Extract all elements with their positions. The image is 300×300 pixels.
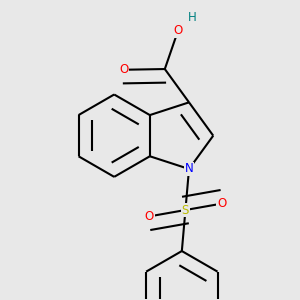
Text: H: H [188, 11, 197, 24]
Text: O: O [217, 197, 226, 210]
Text: O: O [119, 63, 128, 76]
Text: S: S [182, 203, 189, 217]
Text: N: N [184, 163, 194, 176]
Text: O: O [144, 210, 154, 223]
Text: O: O [174, 24, 183, 37]
